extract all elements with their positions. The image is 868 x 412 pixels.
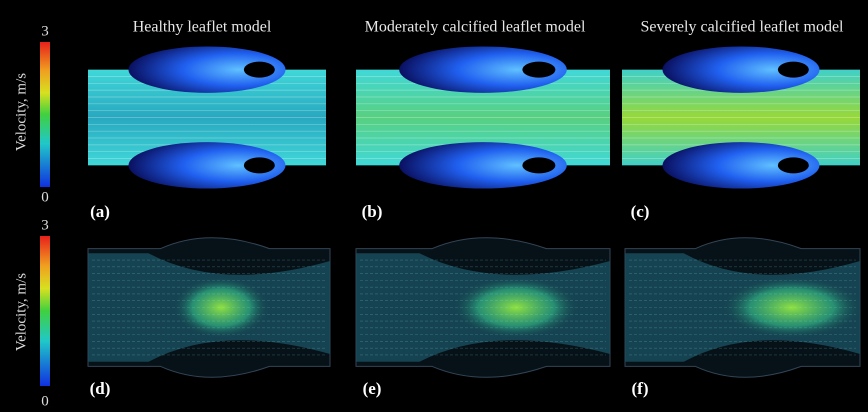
vortex-core	[778, 157, 809, 173]
vortex-core	[522, 157, 555, 173]
colorbar-label: Velocity, m/s	[13, 73, 29, 151]
colorbar-label: Velocity, m/s	[13, 273, 29, 351]
panel-label: (a)	[90, 202, 110, 221]
colorbar-max: 3	[41, 217, 49, 233]
colorbar-max: 3	[41, 23, 49, 39]
figure: 3 0 Velocity, m/s 3 0 Velocity, m/s Heal…	[0, 0, 868, 412]
panel-label: (e)	[363, 379, 382, 398]
panel-title: Moderately calcified leaflet model	[365, 19, 586, 36]
vortex-core	[244, 157, 275, 173]
vortex-core	[244, 62, 275, 78]
panel-label: (b)	[362, 202, 383, 221]
panel-label: (f)	[632, 379, 649, 398]
colorbar	[40, 236, 50, 386]
panel-label: (d)	[90, 379, 111, 398]
colorbar	[40, 42, 50, 187]
vortex-core	[522, 62, 555, 78]
panel-title: Severely calcified leaflet model	[640, 19, 844, 36]
panels	[88, 46, 862, 377]
panel-label: (c)	[631, 202, 650, 221]
vortex-core	[778, 62, 809, 78]
panel-title: Healthy leaflet model	[133, 19, 272, 36]
colorbar-min: 0	[41, 189, 49, 205]
colorbar-min: 0	[41, 393, 49, 409]
